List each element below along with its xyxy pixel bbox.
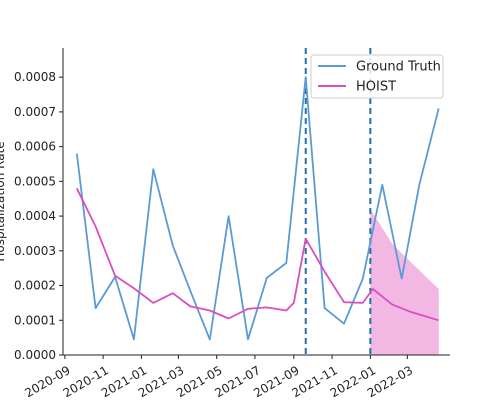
- y-tick-label: 0.0003: [14, 244, 56, 258]
- legend-label: Ground Truth: [356, 60, 441, 75]
- y-tick-label: 0.0001: [14, 313, 56, 327]
- y-tick-label: 0.0007: [14, 105, 56, 119]
- y-axis-label: Hospitalization Rate: [0, 141, 7, 261]
- y-tick-label: 0.0008: [14, 70, 56, 84]
- y-tick-label: 0.0005: [14, 174, 56, 188]
- y-tick-label: 0.0000: [14, 348, 56, 362]
- series-line-hoist: [75, 187, 439, 322]
- legend-label: HOIST: [356, 80, 396, 95]
- y-tick-label: 0.0004: [14, 209, 56, 223]
- y-tick-label: 0.0002: [14, 279, 56, 293]
- forecast-band: [370, 209, 439, 355]
- plot-area: [75, 48, 440, 355]
- legend: Ground Truth HOIST: [310, 54, 444, 99]
- y-tick-label: 0.0006: [14, 140, 56, 154]
